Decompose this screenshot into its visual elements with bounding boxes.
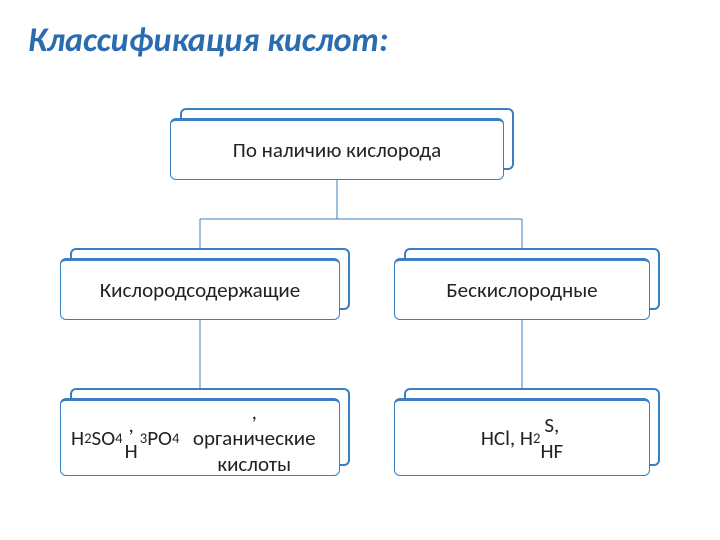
node-right: Бескислородные xyxy=(394,258,650,320)
node-box: По наличию кислорода xyxy=(170,118,504,180)
node-root: По наличию кислорода xyxy=(170,118,504,180)
node-box: Бескислородные xyxy=(394,258,650,320)
node-rr: HCl, H2S,HF xyxy=(394,398,650,476)
node-box: H2SO4, H3PO4,органические кислоты xyxy=(60,398,340,476)
node-box: Кислородсодержащие xyxy=(60,258,340,320)
node-ll: H2SO4, H3PO4,органические кислоты xyxy=(60,398,340,476)
node-left: Кислородсодержащие xyxy=(60,258,340,320)
node-box: HCl, H2S,HF xyxy=(394,398,650,476)
page-title: Классификация кислот: xyxy=(28,20,388,61)
